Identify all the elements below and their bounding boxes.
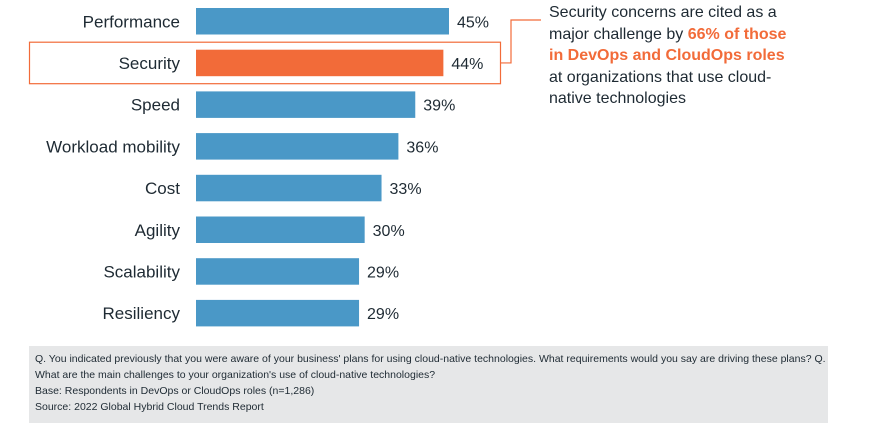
category-label-security: Security [119, 54, 181, 73]
category-label-workload-mobility: Workload mobility [46, 137, 180, 156]
callout-connector [500, 19, 541, 64]
value-label-security: 44% [451, 56, 483, 73]
bar-security [196, 49, 444, 77]
value-label-resiliency: 29% [367, 306, 399, 323]
footnote-source: Source: 2022 Global Hybrid Cloud Trends … [35, 401, 264, 413]
bar-agility [196, 216, 365, 243]
category-label-resiliency: Resiliency [103, 304, 181, 323]
bar-resiliency [196, 299, 360, 327]
bar-cost [196, 174, 382, 202]
callout-highlight: 66% of those in DevOps and CloudOps role… [549, 25, 787, 65]
callout-text-after: at organizations that use cloud-native t… [549, 68, 772, 108]
bar-workload-mobility [196, 133, 399, 160]
callout-text: Security concerns are cited as a major c… [549, 2, 789, 110]
callout-text-before: Security concerns are cited as a major c… [549, 4, 777, 43]
category-label-performance: Performance [83, 12, 180, 31]
bar-scalability [196, 258, 360, 285]
category-label-scalability: Scalability [103, 262, 180, 281]
bar-speed [196, 91, 416, 118]
value-label-speed: 39% [423, 98, 455, 115]
bar-chart: Performance 45% Security 44% Speed 39% Workloa… [28, 8, 541, 327]
value-label-agility: 30% [373, 223, 405, 240]
value-label-performance: 45% [457, 14, 489, 31]
category-label-speed: Speed [131, 96, 180, 115]
value-label-scalability: 29% [367, 264, 399, 281]
footnote-question: Q. You indicated previously that you wer… [35, 353, 826, 381]
category-label-cost: Cost [145, 179, 180, 198]
bar-performance [196, 8, 449, 35]
value-label-workload-mobility: 36% [406, 139, 438, 156]
category-label-agility: Agility [135, 221, 181, 240]
value-label-cost: 33% [390, 181, 422, 198]
footnote-panel: Q. You indicated previously that you wer… [29, 346, 828, 423]
footnote-base: Base: Respondents in DevOps or CloudOps … [35, 385, 315, 397]
